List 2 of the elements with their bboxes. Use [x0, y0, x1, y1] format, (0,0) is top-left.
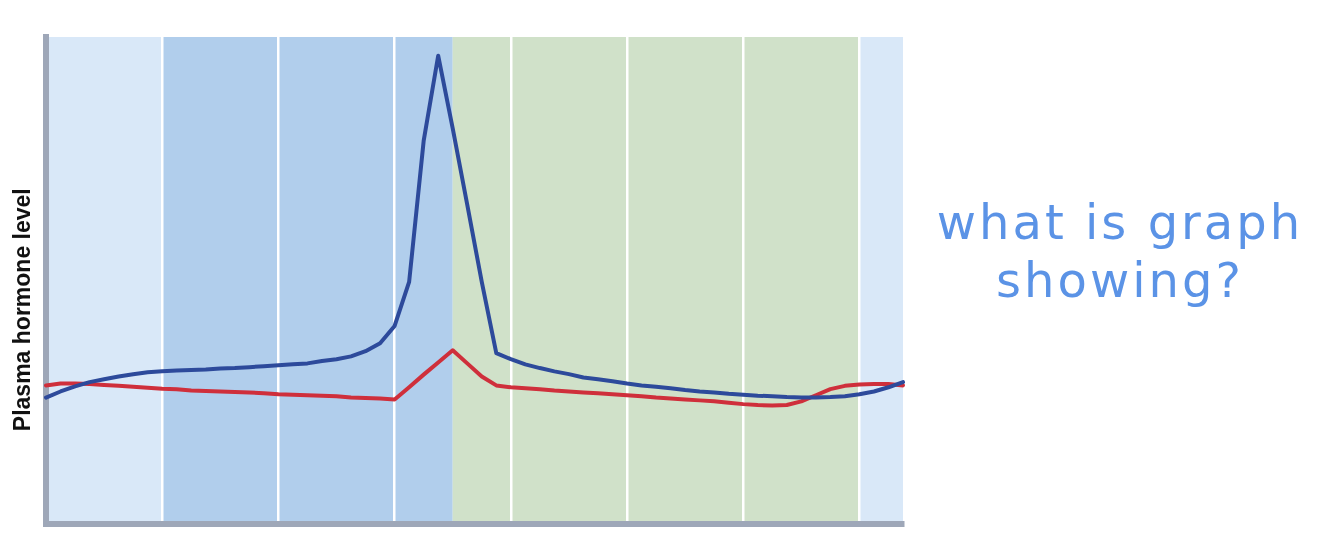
- y-axis-title: Plasma hormone level: [9, 188, 36, 432]
- text: what is graph showing?: [935, 193, 1305, 309]
